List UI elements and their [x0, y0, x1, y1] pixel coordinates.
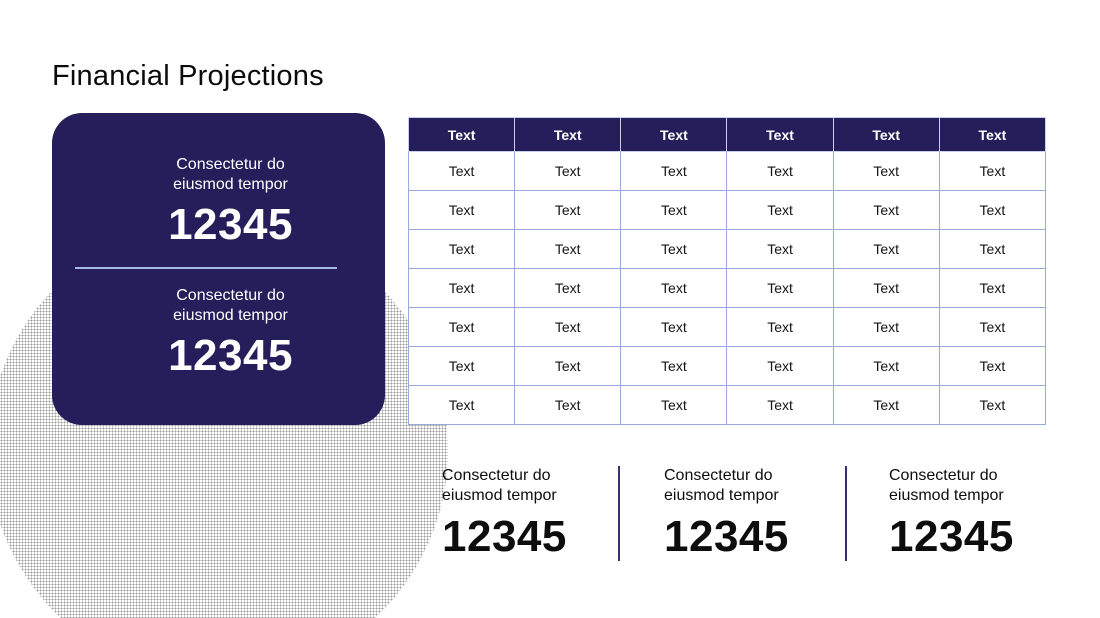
table-header-cell: Text	[726, 117, 834, 152]
table-cell: Text	[407, 385, 516, 425]
table-header: Text Text Text Text Text Text	[407, 117, 1047, 152]
table-row: Text Text Text Text Text Text	[407, 151, 1047, 191]
table-cell: Text	[407, 151, 516, 191]
card-divider-line	[75, 267, 337, 270]
table-cell: Text	[514, 307, 622, 347]
table-cell: Text	[407, 229, 516, 269]
table-row: Text Text Text Text Text Text	[407, 307, 1047, 347]
bottom-stat-3: Consectetur do eiusmod tempor 12345	[889, 466, 1039, 560]
kpi-card-stat-2: Consectetur do eiusmod tempor 12345	[156, 286, 306, 379]
table-body: Text Text Text Text Text Text Text Text Text Text…	[407, 151, 1047, 425]
kpi-card-stat-1-value: 12345	[168, 199, 293, 249]
table-cell: Text	[832, 346, 940, 386]
bottom-stat-3-label: Consectetur do eiusmod tempor	[889, 467, 1004, 505]
table-row: Text Text Text Text Text Text	[407, 385, 1047, 425]
table-cell: Text	[620, 190, 728, 230]
bottom-stat-1-value: 12345	[442, 511, 567, 561]
slide-title: Financial Projections	[52, 60, 324, 92]
table-cell: Text	[726, 151, 834, 191]
table-cell: Text	[726, 385, 834, 425]
kpi-card-stat-1: Consectetur do eiusmod tempor 12345	[156, 155, 306, 248]
table-cell: Text	[938, 268, 1047, 308]
table-row: Text Text Text Text Text Text	[407, 190, 1047, 230]
table-cell: Text	[726, 346, 834, 386]
table-cell: Text	[832, 268, 940, 308]
table-row: Text Text Text Text Text Text	[407, 268, 1047, 308]
table-cell: Text	[832, 190, 940, 230]
table-cell: Text	[938, 346, 1047, 386]
table-header-row: Text Text Text Text Text Text	[407, 117, 1047, 152]
kpi-card-stat-2-label: Consectetur do eiusmod tempor	[173, 287, 288, 325]
bottom-stat-1-label: Consectetur do eiusmod tempor	[442, 467, 557, 505]
table-header-cell: Text	[407, 117, 516, 152]
table-cell: Text	[620, 229, 728, 269]
table-header-cell: Text	[938, 117, 1047, 152]
table-cell: Text	[726, 307, 834, 347]
table-cell: Text	[407, 346, 516, 386]
kpi-card-stat-1-label: Consectetur do eiusmod tempor	[173, 156, 288, 194]
table-cell: Text	[938, 307, 1047, 347]
table-cell: Text	[938, 190, 1047, 230]
kpi-card: Consectetur do eiusmod tempor 12345 Cons…	[52, 113, 385, 425]
bottom-stat-3-value: 12345	[889, 511, 1014, 561]
table-cell: Text	[938, 151, 1047, 191]
table-row: Text Text Text Text Text Text	[407, 346, 1047, 386]
bottom-stat-divider-2	[845, 466, 847, 561]
table-cell: Text	[832, 229, 940, 269]
table-cell: Text	[938, 385, 1047, 425]
table-cell: Text	[832, 307, 940, 347]
bottom-stat-2-label: Consectetur do eiusmod tempor	[664, 467, 779, 505]
table-row: Text Text Text Text Text Text	[407, 229, 1047, 269]
kpi-card-stat-2-value: 12345	[168, 330, 293, 380]
table-cell: Text	[620, 151, 728, 191]
bottom-stat-1: Consectetur do eiusmod tempor 12345	[442, 466, 592, 560]
table-header-cell: Text	[620, 117, 728, 152]
table-header-cell: Text	[514, 117, 622, 152]
table-cell: Text	[514, 268, 622, 308]
table-cell: Text	[726, 190, 834, 230]
table-cell: Text	[620, 346, 728, 386]
bottom-stat-2-value: 12345	[664, 511, 789, 561]
table-cell: Text	[514, 151, 622, 191]
bottom-stat-divider-1	[618, 466, 620, 561]
table-cell: Text	[620, 268, 728, 308]
table-cell: Text	[726, 229, 834, 269]
table-cell: Text	[514, 385, 622, 425]
table-cell: Text	[938, 229, 1047, 269]
table-cell: Text	[514, 190, 622, 230]
table-header-cell: Text	[832, 117, 940, 152]
table-cell: Text	[407, 268, 516, 308]
table-cell: Text	[726, 268, 834, 308]
table-cell: Text	[514, 346, 622, 386]
bottom-stat-2: Consectetur do eiusmod tempor 12345	[664, 466, 814, 560]
table-cell: Text	[514, 229, 622, 269]
table-cell: Text	[407, 307, 516, 347]
data-table: Text Text Text Text Text Text Text Text Text Tex…	[407, 117, 1047, 425]
table-cell: Text	[832, 385, 940, 425]
table-cell: Text	[832, 151, 940, 191]
table-cell: Text	[620, 307, 728, 347]
table-cell: Text	[407, 190, 516, 230]
table-cell: Text	[620, 385, 728, 425]
